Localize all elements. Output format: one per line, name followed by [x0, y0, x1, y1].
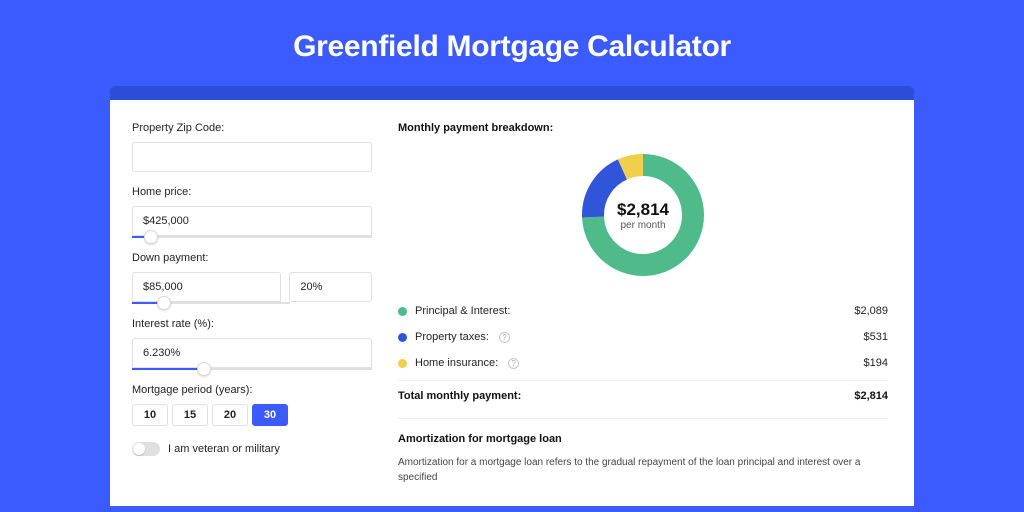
home-price-label: Home price:: [132, 186, 372, 198]
interest-rate-input[interactable]: [132, 338, 372, 368]
down-payment-label: Down payment:: [132, 252, 372, 264]
down-payment-pct-input[interactable]: [289, 272, 372, 302]
interest-rate-label: Interest rate (%):: [132, 318, 372, 330]
zip-label: Property Zip Code:: [132, 122, 372, 134]
down-payment-slider[interactable]: [132, 302, 290, 304]
legend-dot-ins: [398, 359, 407, 368]
home-price-input[interactable]: [132, 206, 372, 236]
panel-outer: Property Zip Code: Home price: Down paym…: [110, 86, 914, 506]
donut-chart-wrap: $2,814 per month: [398, 150, 888, 280]
legend-dot-tax: [398, 333, 407, 342]
form-column: Property Zip Code: Home price: Down paym…: [110, 100, 372, 506]
interest-rate-slider-thumb[interactable]: [197, 362, 211, 376]
interest-rate-slider-fill: [132, 368, 204, 370]
donut-chart: $2,814 per month: [578, 150, 708, 280]
breakdown-column: Monthly payment breakdown: $2,814 per mo…: [398, 100, 914, 506]
legend-label-pi: Principal & Interest:: [415, 305, 510, 317]
period-row: 10152030: [132, 404, 372, 426]
veteran-label: I am veteran or military: [168, 443, 280, 455]
period-btn-30[interactable]: 30: [252, 404, 288, 426]
period-group: Mortgage period (years): 10152030: [132, 384, 372, 426]
donut-center: $2,814 per month: [578, 150, 708, 280]
veteran-toggle[interactable]: [132, 442, 160, 456]
total-row: Total monthly payment: $2,814: [398, 380, 888, 414]
breakdown-title: Monthly payment breakdown:: [398, 122, 888, 134]
home-price-group: Home price:: [132, 186, 372, 238]
period-label: Mortgage period (years):: [132, 384, 372, 396]
total-label: Total monthly payment:: [398, 390, 521, 402]
legend-label-ins: Home insurance:: [415, 357, 498, 369]
zip-group: Property Zip Code:: [132, 122, 372, 172]
home-price-slider-thumb[interactable]: [144, 230, 158, 244]
home-price-slider[interactable]: [132, 236, 372, 238]
total-value: $2,814: [854, 390, 888, 402]
legend-dot-pi: [398, 307, 407, 316]
legend-row-pi: Principal & Interest: $2,089: [398, 298, 888, 324]
period-btn-15[interactable]: 15: [172, 404, 208, 426]
help-icon[interactable]: ?: [499, 332, 510, 343]
amortization-title: Amortization for mortgage loan: [398, 433, 888, 445]
legend-label-tax: Property taxes:: [415, 331, 489, 343]
legend-row-ins: Home insurance:? $194: [398, 350, 888, 376]
veteran-toggle-knob: [133, 443, 145, 455]
legend: Principal & Interest: $2,089 Property taxe…: [398, 298, 888, 376]
down-payment-input[interactable]: [132, 272, 281, 302]
down-payment-slider-thumb[interactable]: [157, 296, 171, 310]
veteran-row: I am veteran or military: [132, 442, 372, 456]
period-btn-10[interactable]: 10: [132, 404, 168, 426]
page-title: Greenfield Mortgage Calculator: [0, 0, 1024, 86]
interest-rate-slider[interactable]: [132, 368, 372, 370]
legend-row-tax: Property taxes:? $531: [398, 324, 888, 350]
down-payment-group: Down payment:: [132, 252, 372, 304]
amortization-text: Amortization for a mortgage loan refers …: [398, 455, 888, 485]
zip-input[interactable]: [132, 142, 372, 172]
calculator-panel: Property Zip Code: Home price: Down paym…: [110, 100, 914, 506]
divider: [398, 418, 888, 419]
help-icon[interactable]: ?: [508, 358, 519, 369]
legend-value-tax: $531: [864, 331, 888, 343]
period-btn-20[interactable]: 20: [212, 404, 248, 426]
legend-value-pi: $2,089: [854, 305, 888, 317]
legend-value-ins: $194: [864, 357, 888, 369]
interest-rate-group: Interest rate (%):: [132, 318, 372, 370]
donut-sub: per month: [620, 220, 665, 231]
donut-amount: $2,814: [617, 200, 669, 220]
